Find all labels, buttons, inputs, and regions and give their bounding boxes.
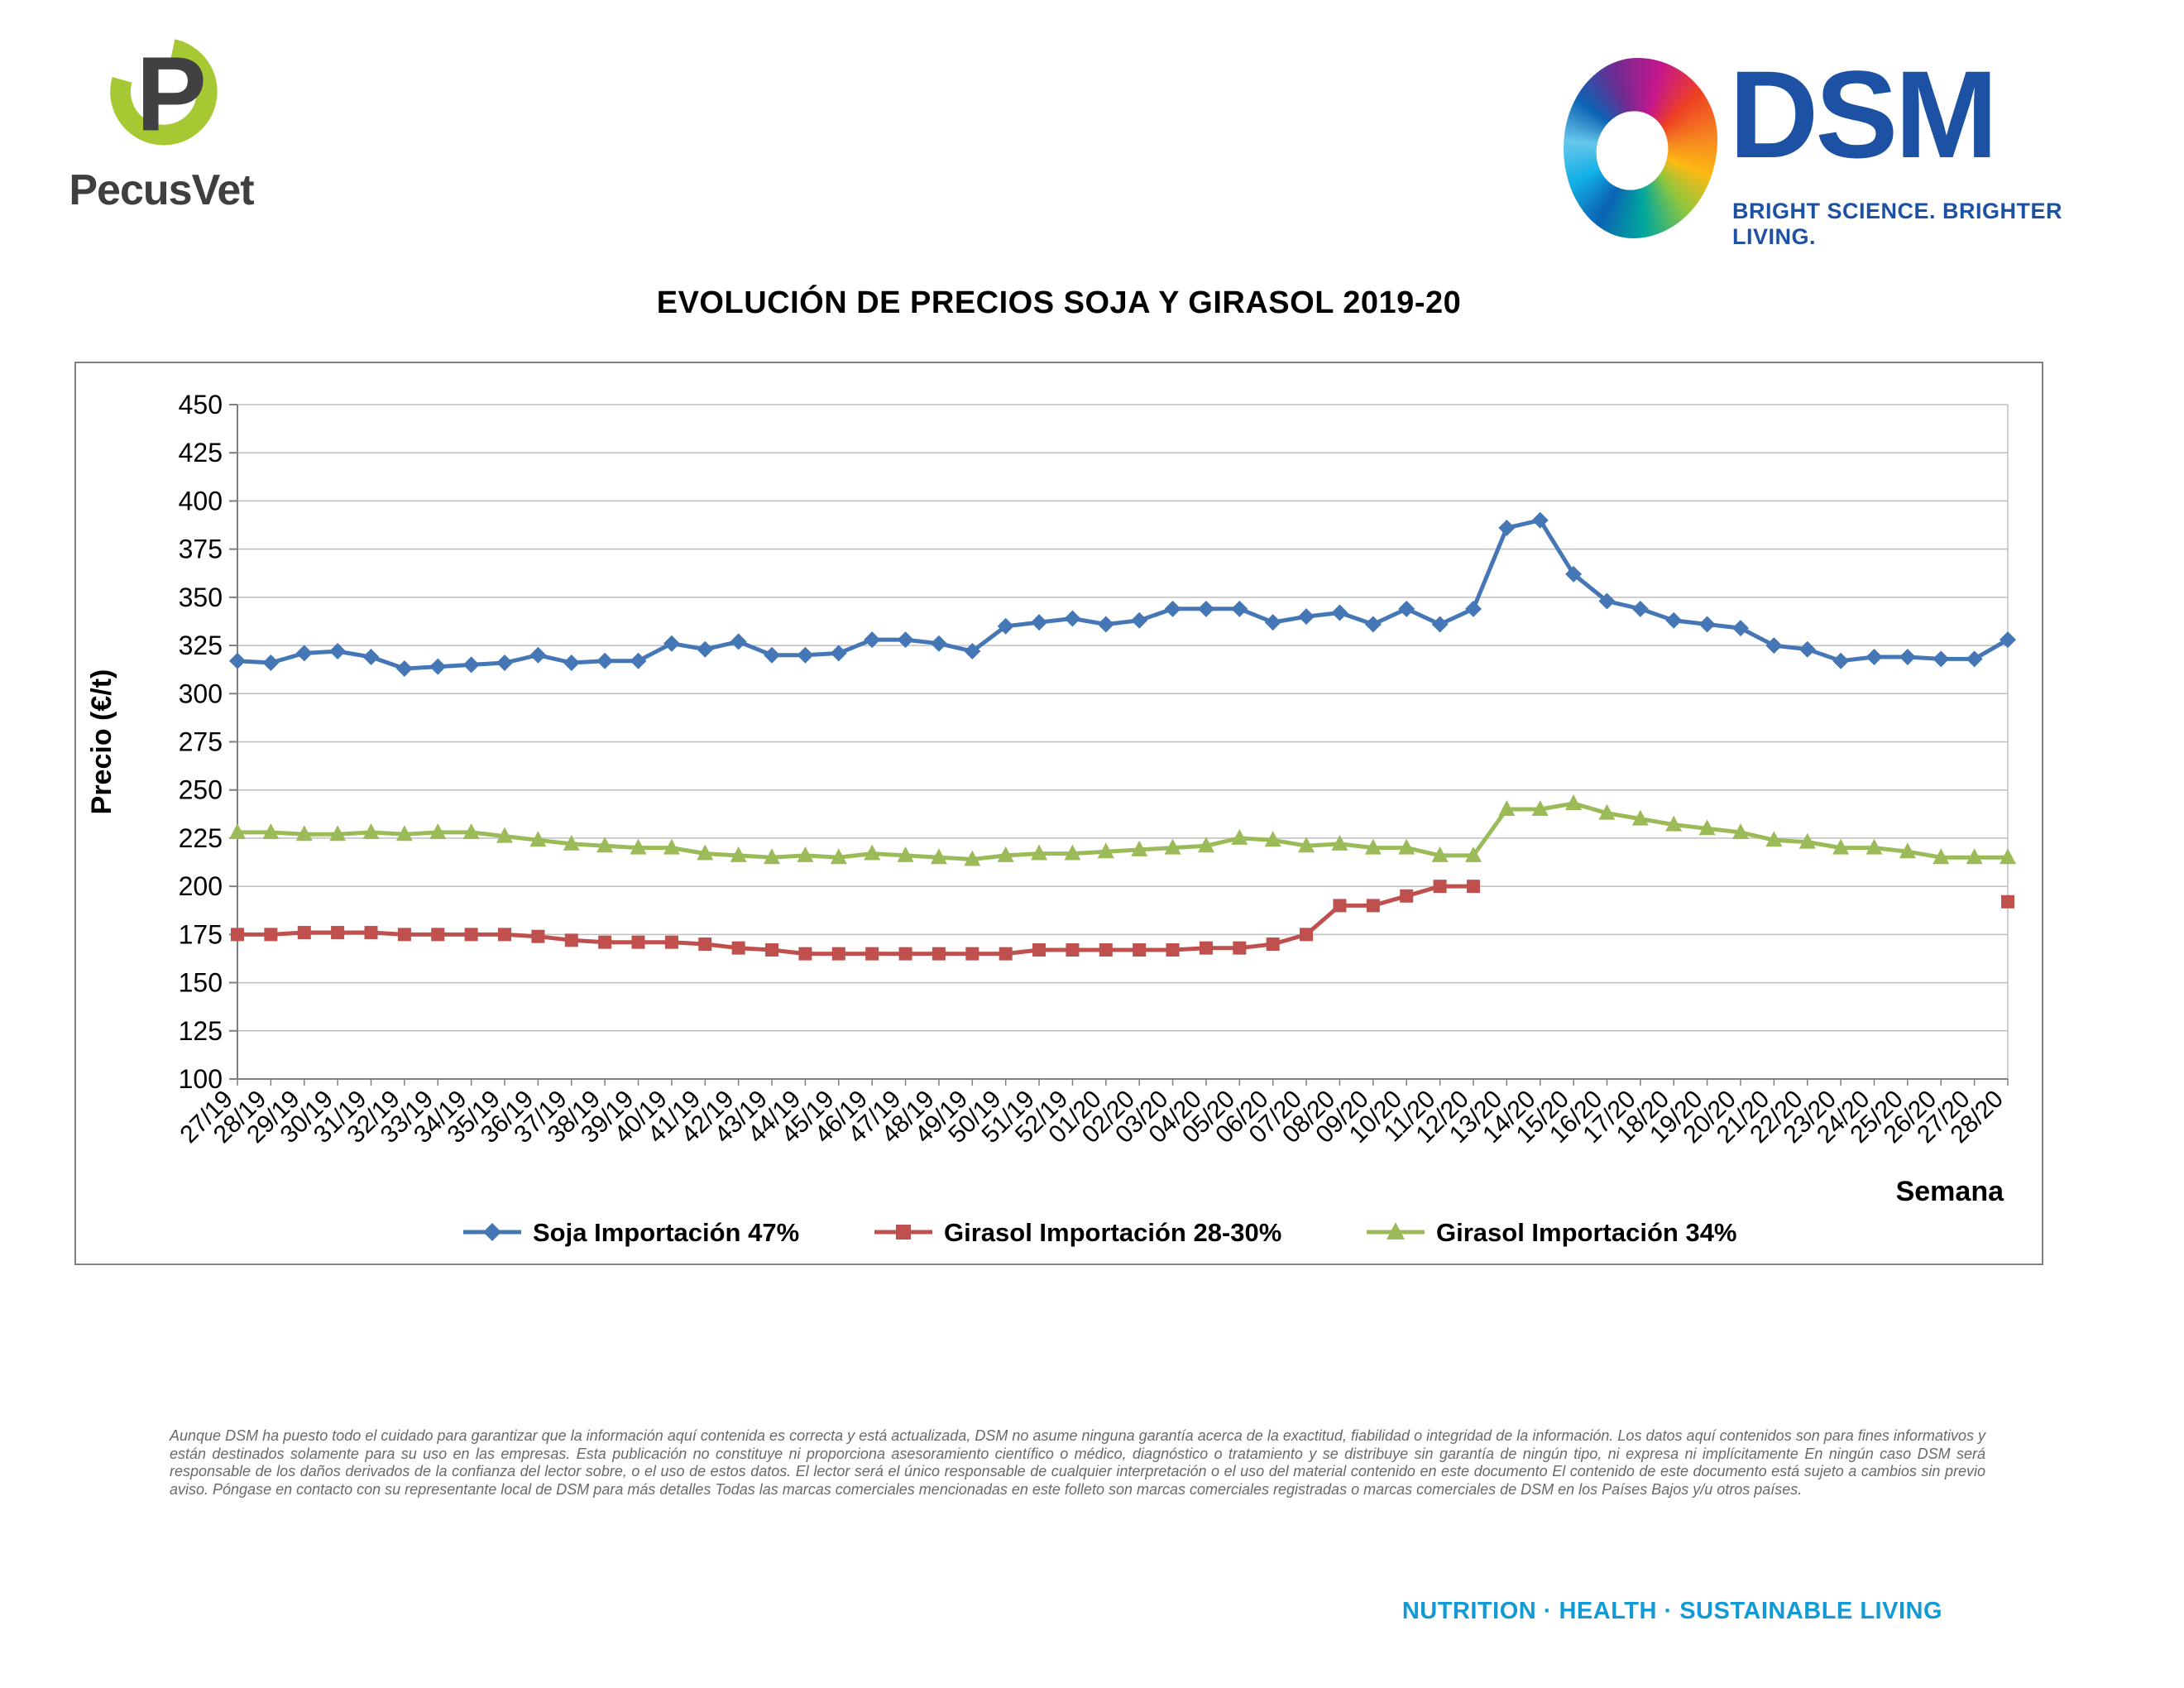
svg-text:425: 425 — [179, 438, 223, 468]
pecusvet-p-letter: P — [136, 35, 206, 153]
disclaimer-text: Aunque DSM ha puesto todo el cuidado par… — [170, 1427, 1985, 1498]
series-triangle — [229, 794, 2016, 866]
dsm-logo-text: DSM — [1729, 45, 1998, 184]
series — [229, 511, 2016, 961]
svg-text:350: 350 — [179, 583, 223, 612]
gridlines — [237, 404, 2009, 1080]
svg-text:Girasol Importación 28-30%: Girasol Importación 28-30% — [944, 1218, 1281, 1247]
svg-text:175: 175 — [179, 919, 223, 949]
footer-tagline: NUTRITION · HEALTH · SUSTAINABLE LIVING — [1401, 1598, 1942, 1624]
y-axis-title: Precio (€/t) — [86, 669, 117, 815]
axes — [229, 404, 2009, 1086]
series-diamond — [229, 511, 2016, 678]
svg-text:400: 400 — [179, 486, 223, 516]
svg-text:250: 250 — [179, 775, 223, 805]
dsm-logo: DSM BRIGHT SCIENCE. BRIGHTER LIVING. — [1564, 43, 2126, 250]
svg-text:375: 375 — [179, 535, 223, 564]
series-square — [231, 880, 2014, 961]
svg-text:275: 275 — [179, 727, 223, 757]
svg-text:Soja Importación 47%: Soja Importación 47% — [533, 1218, 799, 1247]
svg-text:125: 125 — [179, 1016, 223, 1046]
svg-text:Girasol Importación 34%: Girasol Importación 34% — [1436, 1218, 1737, 1247]
legend: Soja Importación 47% Girasol Importación … — [463, 1218, 1737, 1247]
pecusvet-logo-icon: P — [98, 31, 224, 164]
pecusvet-logo-text: PecusVet — [69, 166, 254, 214]
svg-text:225: 225 — [179, 823, 223, 853]
legend-item-1: Soja Importación 47% — [463, 1218, 799, 1247]
legend-item-3: Girasol Importación 34% — [1367, 1218, 1737, 1247]
svg-text:300: 300 — [179, 679, 223, 708]
svg-text:450: 450 — [179, 390, 223, 420]
legend-item-2: Girasol Importación 28-30% — [874, 1218, 1281, 1247]
price-evolution-chart: 27/1928/1929/1930/1931/1932/1933/1934/19… — [86, 390, 2016, 1247]
chart-title: EVOLUCIÓN DE PRECIOS SOJA Y GIRASOL 2019… — [656, 285, 1462, 320]
pecusvet-logo: P PecusVet — [46, 31, 277, 215]
dsm-tagline: BRIGHT SCIENCE. BRIGHTER LIVING. — [1732, 199, 2063, 249]
x-axis-title: Semana — [1896, 1176, 2004, 1207]
y-axis-labels: 100 125 150 175 200 225 250 275 300 325 350 375 400 4… — [179, 390, 223, 1094]
svg-text:100: 100 — [179, 1064, 223, 1094]
svg-text:200: 200 — [179, 871, 223, 901]
svg-text:150: 150 — [179, 968, 223, 998]
dsm-swirl-icon — [1564, 58, 1717, 238]
pecusvet-mark-svg: P — [110, 35, 218, 153]
x-axis-labels: 27/1928/1929/1930/1931/1932/1933/1934/19… — [175, 1086, 2009, 1149]
svg-text:325: 325 — [179, 631, 223, 660]
chart-container: 27/19 28/19 29/19 30/19 31/19 32/19 33/19 34/19… — [74, 362, 2043, 1265]
